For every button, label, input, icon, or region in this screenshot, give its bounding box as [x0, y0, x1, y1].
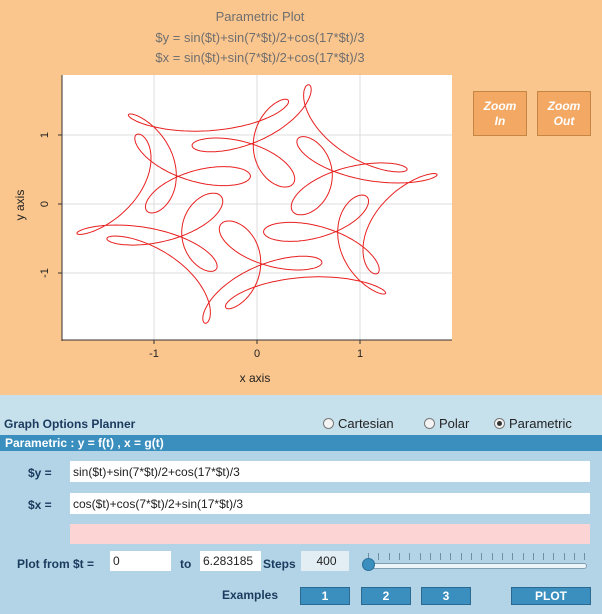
slider-tick [574, 553, 575, 560]
x-expression-input[interactable]: cos($t)+cos(7*$t)/2+sin(17*$t)/3 [70, 493, 590, 514]
zoom-out-label: Zoom [547, 98, 581, 113]
example-2-button[interactable]: 2 [361, 587, 411, 605]
error-message-box [70, 524, 590, 544]
mode-radio-cartesian[interactable]: Cartesian [323, 416, 394, 431]
chart-axes: -1 0 1 -1 0 1 [39, 75, 452, 360]
slider-tick [398, 553, 400, 560]
plot-button[interactable]: PLOT [511, 587, 591, 605]
t-from-input[interactable]: 0 [110, 551, 171, 571]
x-tick-label: -1 [149, 348, 159, 360]
slider-tick [388, 553, 390, 560]
t-to-input[interactable]: 6.283185 [200, 551, 261, 571]
x-expression-label: $x = [28, 498, 52, 512]
parametric-form: $y = sin($t)+sin(7*$t)/2+cos(17*$t)/3 $x… [0, 451, 602, 614]
zoom-in-button[interactable]: Zoom In [473, 91, 527, 136]
slider-tick [512, 553, 514, 560]
slider-tick [429, 553, 431, 560]
slider-tick [543, 553, 545, 560]
mode-label-cartesian: Cartesian [338, 416, 394, 431]
mode-radio-parametric[interactable]: Parametric [494, 416, 572, 431]
slider-tick [368, 553, 369, 560]
slider-tick [460, 553, 462, 560]
x-tick-label: 1 [357, 348, 363, 360]
zoom-in-label: Zoom [483, 98, 517, 113]
steps-slider-knob[interactable] [362, 558, 375, 571]
slider-tick [501, 553, 503, 560]
mode-header-label: Parametric : y = f(t) , x = g(t) [5, 436, 164, 450]
t-from-label: Plot from $t = [17, 557, 95, 571]
y-axis-label: y axis [13, 190, 27, 221]
slider-tick [378, 553, 380, 560]
slider-tick [419, 553, 421, 560]
y-tick-label: 0 [39, 201, 51, 207]
slider-tick [481, 553, 483, 560]
mode-label-polar: Polar [439, 416, 470, 431]
slider-tick [532, 553, 534, 560]
examples-label: Examples [222, 588, 279, 602]
parametric-chart: -1 0 1 -1 0 1 x axis y axis [13, 75, 452, 385]
x-tick-label: 0 [254, 348, 260, 360]
plot-area: Parametric Plot $y = sin($t)+sin(7*$t)/2… [0, 0, 602, 395]
mode-header-bar: Parametric : y = f(t) , x = g(t) [0, 435, 602, 451]
options-panel: Graph Options Planner Cartesian Polar Pa… [0, 395, 602, 614]
plot-title: Parametric Plot [215, 9, 305, 24]
slider-tick [471, 553, 472, 560]
plot-x-expression: $x = sin($t)+sin(7*$t)/2+cos(17*$t)/3 [155, 50, 365, 65]
planner-title: Graph Options Planner [4, 417, 136, 431]
radio-circle-icon [323, 418, 334, 429]
slider-tick [522, 553, 524, 560]
zoom-out-label-2: Out [553, 113, 575, 128]
mode-radio-polar[interactable]: Polar [424, 416, 469, 431]
slider-tick [553, 553, 555, 560]
slider-tick [450, 553, 452, 560]
example-1-button[interactable]: 1 [300, 587, 350, 605]
steps-value: 400 [301, 551, 349, 571]
y-tick-label: -1 [39, 268, 51, 278]
slider-tick [409, 553, 411, 560]
plot-y-expression: $y = sin($t)+sin(7*$t)/2+cos(17*$t)/3 [155, 30, 365, 45]
chart-curve [76, 84, 438, 324]
chart-gridlines [62, 75, 452, 340]
zoom-out-button[interactable]: Zoom Out [537, 91, 591, 136]
steps-label: Steps [263, 557, 296, 571]
slider-tick [491, 553, 493, 560]
x-axis-label: x axis [240, 371, 271, 385]
radio-circle-icon [424, 418, 435, 429]
example-3-button[interactable]: 3 [421, 587, 471, 605]
y-expression-label: $y = [28, 466, 52, 480]
y-expression-input[interactable]: sin($t)+sin(7*$t)/2+cos(17*$t)/3 [70, 461, 590, 482]
slider-tick [563, 553, 565, 560]
y-tick-label: 1 [39, 132, 51, 138]
slider-tick [584, 553, 586, 560]
t-to-label: to [180, 557, 192, 571]
slider-tick [440, 553, 442, 560]
radio-selected-icon [494, 418, 505, 429]
mode-label-parametric: Parametric [509, 416, 572, 431]
steps-slider-track[interactable] [367, 563, 587, 569]
zoom-in-label-2: In [494, 113, 506, 128]
